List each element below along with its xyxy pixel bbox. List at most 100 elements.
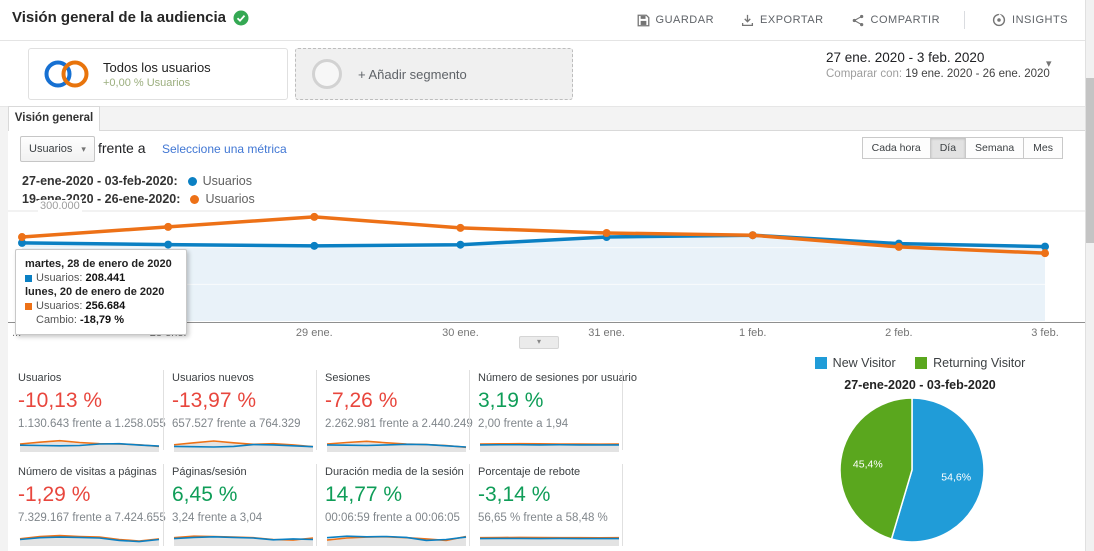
metric-label: Usuarios: [18, 372, 62, 384]
metric-label: Sesiones: [325, 372, 371, 384]
x-axis-label: 3 feb.: [1031, 327, 1059, 339]
metric-delta: 14,77 %: [325, 483, 403, 506]
segment-text: Todos los usuarios +0,00 % Usuarios: [103, 60, 211, 89]
segment-venn-icon: [44, 60, 89, 88]
select-metric-link[interactable]: Seleccione una métrica: [162, 142, 287, 156]
metric-detail: 3,24 frente a 3,04: [172, 512, 263, 524]
tooltip-square-orange-icon: [25, 302, 32, 310]
x-axis-label: 31 ene.: [588, 327, 625, 339]
metric-card-porcentaje-rebote: Porcentaje de rebote -3,14 % 56,65 % fre…: [478, 466, 623, 547]
tooltip-metric-label: Usuarios:: [36, 300, 83, 312]
metric-select-caret-icon: ▾: [81, 143, 86, 154]
metric-sparkline: [19, 534, 160, 546]
scrollbar-track: [1085, 0, 1094, 551]
metric-card-sesiones: Sesiones -7,26 % 2.262.981 frente a 2.44…: [325, 372, 473, 453]
x-axis-label: 30 ene.: [442, 327, 479, 339]
date-range-primary: 27 ene. 2020 - 3 feb. 2020: [826, 50, 985, 65]
save-icon: [637, 14, 649, 26]
segment-title: Todos los usuarios: [103, 59, 211, 75]
tooltip-metric-value: 256.684: [85, 300, 126, 312]
tab-vision-general[interactable]: Visión general: [8, 106, 100, 131]
metric-sparkline: [479, 442, 620, 452]
tooltip-change-value: -18,79 %: [79, 314, 124, 326]
tab-strip: [0, 106, 1094, 131]
metric-select-dropdown[interactable]: Usuarios ▾: [20, 136, 95, 162]
metric-detail: 7.329.167 frente a 7.424.655: [18, 512, 166, 524]
metric-card-usuarios-nuevos: Usuarios nuevos -13,97 % 657.527 frente …: [172, 372, 317, 453]
svg-text:54,6%: 54,6%: [941, 471, 971, 483]
download-icon: [742, 14, 754, 26]
card-separator: [316, 370, 317, 450]
pie-legend-square-blue-icon: [814, 357, 827, 369]
pie-legend-label: Returning Visitor: [933, 356, 1026, 370]
metric-detail: 1.130.643 frente a 1.258.055: [18, 418, 166, 430]
card-separator: [622, 370, 623, 450]
tooltip-change-label: Cambio:: [36, 314, 77, 326]
add-segment-label: + Añadir segmento: [358, 66, 467, 82]
tooltip-date-previous: lunes, 20 de enero de 2020: [25, 286, 165, 298]
share-button[interactable]: COMPARTIR: [851, 14, 941, 27]
card-separator: [469, 464, 470, 546]
metric-detail: 2,00 frente a 1,94: [478, 418, 569, 430]
metric-detail: 00:06:59 frente a 00:06:05: [325, 512, 460, 524]
pie-legend-returning-visitor: Returning Visitor: [915, 356, 1025, 370]
metric-sparkline: [19, 439, 160, 452]
main-chart-svg[interactable]: [8, 206, 1085, 324]
card-separator: [163, 464, 164, 546]
card-separator: [163, 370, 164, 450]
granularity-hour-button[interactable]: Cada hora: [861, 137, 931, 159]
add-segment-button[interactable]: + Añadir segmento: [295, 48, 573, 100]
metric-delta: -3,14 %: [478, 483, 551, 506]
metric-label: Páginas/sesión: [172, 466, 247, 478]
metric-label: Duración media de la sesión: [325, 466, 464, 478]
legend-row-current: 27-ene-2020 - 03-feb-2020: Usuarios: [22, 172, 255, 190]
legend-dot-orange-icon: [190, 194, 200, 204]
versus-label: frente a: [98, 140, 146, 156]
metric-card-paginas-sesion: Páginas/sesión 6,45 % 3,24 frente a 3,04: [172, 466, 317, 547]
verified-badge-icon: [233, 10, 249, 25]
segment-all-users[interactable]: Todos los usuarios +0,00 % Usuarios: [28, 48, 288, 100]
insights-button[interactable]: INSIGHTS: [992, 13, 1068, 27]
metric-delta: -1,29 %: [18, 483, 91, 506]
y-axis-gridline-label: 300.000: [38, 200, 82, 212]
metric-delta: 6,45 %: [172, 483, 238, 506]
save-button[interactable]: GUARDAR: [637, 14, 715, 27]
metric-select-value: Usuarios: [29, 143, 73, 155]
svg-text:45,4%: 45,4%: [853, 459, 883, 471]
header-actions: GUARDAR EXPORTAR COMPARTIR: [610, 0, 1068, 40]
metric-delta: -13,97 %: [172, 389, 257, 412]
date-range-selector[interactable]: 27 ene. 2020 - 3 feb. 2020 Comparar con:…: [826, 50, 1058, 80]
legend-series: Usuarios: [205, 192, 255, 206]
metric-delta: -10,13 %: [18, 389, 103, 412]
granularity-month-button[interactable]: Mes: [1023, 137, 1063, 159]
scrollbar-thumb[interactable]: [1086, 78, 1094, 243]
pie-legend-square-green-icon: [915, 357, 928, 369]
insights-label: INSIGHTS: [1012, 14, 1068, 26]
tooltip-change-row: Cambio: -18,79 %: [25, 313, 177, 327]
metric-delta: 3,19 %: [478, 389, 544, 412]
date-range-caret-icon[interactable]: ▾: [1046, 58, 1052, 70]
pie-legend-label: New Visitor: [832, 356, 896, 370]
metric-sparkline: [173, 535, 314, 546]
metric-delta: -7,26 %: [325, 389, 398, 412]
metric-label: Porcentaje de rebote: [478, 466, 581, 478]
export-button[interactable]: EXPORTAR: [741, 14, 824, 27]
metric-sparkline: [326, 440, 467, 452]
metric-detail: 56,65 % frente a 58,48 %: [478, 512, 608, 524]
x-axis-label: 29 ene.: [295, 327, 333, 339]
share-icon: [852, 14, 863, 26]
share-label: COMPARTIR: [870, 14, 941, 26]
granularity-week-button[interactable]: Semana: [965, 137, 1025, 159]
metric-label: Usuarios nuevos: [172, 372, 254, 384]
pie-chart-svg[interactable]: 54,6% 45,4%: [836, 394, 988, 546]
insights-icon: [992, 13, 1006, 27]
legend-dot-blue-icon: [187, 176, 197, 186]
metric-card-usuarios: Usuarios -10,13 % 1.130.643 frente a 1.2…: [18, 372, 166, 453]
metric-card-visitas-paginas: Número de visitas a páginas -1,29 % 7.32…: [18, 466, 166, 547]
granularity-day-button[interactable]: Día: [929, 137, 967, 159]
collapse-chart-button[interactable]: ▾: [519, 336, 559, 349]
compare-value: 19 ene. 2020 - 26 ene. 2020: [905, 68, 1050, 80]
export-label: EXPORTAR: [760, 14, 824, 26]
metric-sparkline: [326, 535, 467, 546]
